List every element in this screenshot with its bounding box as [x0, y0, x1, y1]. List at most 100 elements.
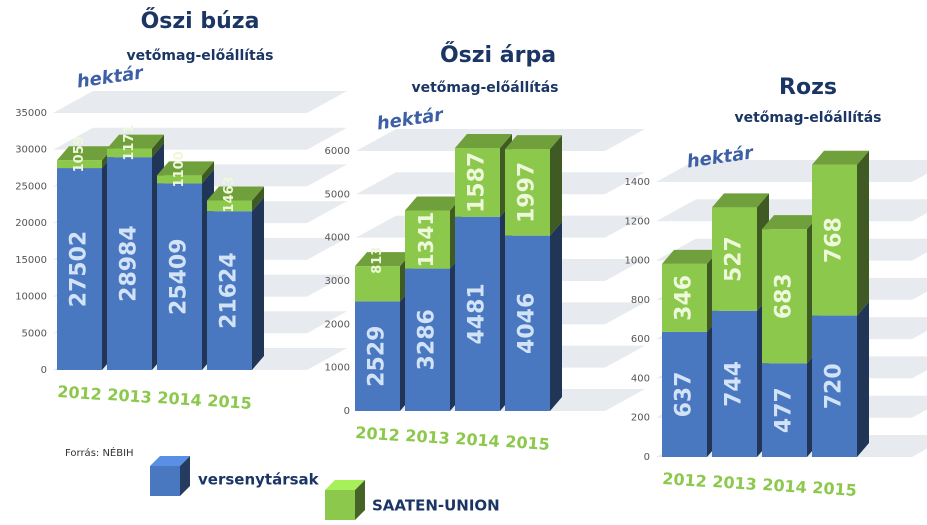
bar-top: [662, 249, 719, 264]
grid-plane: [53, 91, 347, 113]
bar-top: [355, 252, 412, 267]
x-tick-label: 2014: [762, 475, 808, 497]
bar-side: [550, 221, 562, 411]
y-tick-label: 1000: [325, 363, 350, 374]
bar-segment: 1587: [455, 134, 512, 217]
bar-top: [157, 161, 214, 176]
bar-top: [207, 186, 264, 201]
value-label: 21624: [217, 252, 242, 329]
bar-segment: 3286: [405, 254, 462, 411]
bar-front: [455, 216, 500, 411]
bar-segment: 477: [762, 349, 819, 457]
y-tick-label: 5000: [325, 189, 350, 200]
y-tick-label: 0: [644, 452, 650, 463]
value-label: 477: [772, 387, 797, 433]
chart-title: Őszi árpa: [440, 42, 556, 68]
bar-segment: 1100: [157, 151, 214, 187]
bar-front: [355, 266, 400, 302]
legend-swatch: [150, 466, 180, 496]
bar-segment: 25409: [157, 169, 214, 370]
bar-front: [405, 268, 450, 411]
y-tick-label: 25000: [15, 181, 47, 192]
bar-front: [57, 168, 102, 370]
x-tick-label: 2015: [812, 478, 858, 500]
y-tick-label: 1000: [625, 256, 650, 267]
bar-front: [405, 210, 450, 269]
value-label: 4481: [465, 283, 490, 344]
chart-title: Őszi búza: [141, 8, 260, 34]
y-tick-label: 30000: [15, 145, 47, 156]
legend-swatch-top: [150, 456, 190, 466]
bar-top: [57, 146, 114, 161]
bar-front: [455, 148, 500, 217]
bar-segment: 720: [812, 301, 869, 457]
y-tick-label: 4000: [325, 233, 350, 244]
value-label: 1171: [122, 124, 137, 160]
value-label: 527: [722, 236, 747, 282]
x-tick-label: 2012: [57, 382, 103, 404]
value-label: 683: [772, 273, 797, 319]
bar-segment: 683: [762, 215, 819, 364]
y-tick-label: 3000: [325, 276, 350, 287]
bar-segment: 28984: [107, 143, 164, 370]
x-tick-label: 2014: [157, 388, 203, 410]
bar-front: [505, 149, 550, 236]
chart-title: Rozs: [779, 75, 837, 100]
y-tick-label: 6000: [325, 146, 350, 157]
legend-swatch: [325, 490, 355, 520]
bar-side: [152, 134, 164, 158]
bar-front: [812, 315, 857, 457]
legend-swatch-side: [355, 480, 365, 520]
bar-front: [505, 235, 550, 411]
bar-segment: 2529: [355, 287, 412, 411]
bar-segment: 21624: [207, 197, 264, 370]
value-label: 637: [672, 371, 697, 417]
value-label: 1341: [414, 212, 438, 268]
y-axis-label: hektár: [75, 62, 145, 92]
value-label: 1059: [72, 136, 87, 172]
bar-front: [762, 363, 807, 457]
bar-top: [455, 134, 512, 149]
bar-segment: 744: [712, 296, 769, 457]
bar-segment: 27502: [57, 154, 114, 370]
bar-front: [157, 175, 202, 184]
bar-front: [662, 263, 707, 332]
value-label: 1463: [222, 176, 237, 212]
bar-top: [812, 150, 869, 165]
x-tick-label: 2012: [662, 469, 708, 491]
bar-top: [107, 134, 164, 149]
bar-front: [157, 183, 202, 370]
bar-front: [207, 200, 252, 212]
x-tick-label: 2012: [355, 423, 401, 445]
bar-segment: 637: [662, 317, 719, 457]
source: Forrás: NÉBIH: [65, 446, 134, 459]
bar-segment: 527: [712, 193, 769, 311]
bar-front: [812, 164, 857, 316]
bar-top: [505, 135, 562, 150]
bar-front: [355, 301, 400, 411]
bar-segment: 4046: [505, 221, 562, 411]
bar-front: [207, 211, 252, 370]
y-tick-label: 600: [631, 334, 650, 345]
bar-side: [202, 161, 214, 184]
bar-front: [762, 229, 807, 364]
y-tick-label: 15000: [15, 255, 47, 266]
bar-front: [662, 331, 707, 457]
bar-segment: 1059: [57, 136, 114, 172]
y-tick-label: 0: [41, 365, 47, 376]
bar-top: [712, 193, 769, 208]
y-tick-label: 400: [631, 373, 650, 384]
bar-segment: 1171: [107, 124, 164, 161]
value-label: 1997: [515, 162, 540, 223]
value-label: 768: [822, 217, 847, 263]
legend-label: SAATEN-UNION: [372, 497, 500, 515]
value-label: 1100: [172, 151, 187, 187]
value-label: 813: [370, 247, 385, 274]
bar-segment: 4481: [455, 202, 512, 411]
bar-side: [857, 150, 869, 316]
x-tick-label: 2013: [405, 426, 451, 448]
bar-segment: 813: [355, 247, 412, 302]
value-label: 2529: [365, 326, 390, 387]
bar-front: [712, 310, 757, 457]
